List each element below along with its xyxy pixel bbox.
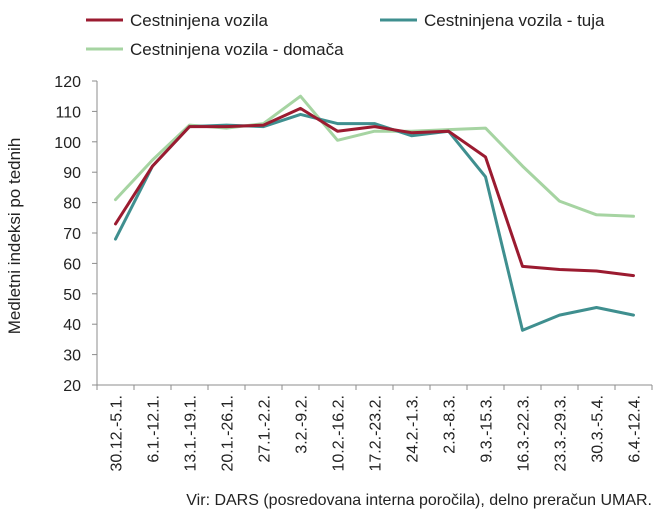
legend-label-0: Cestninjena vozila bbox=[130, 11, 269, 30]
x-tick-label: 24.2.-1.3. bbox=[405, 395, 422, 463]
x-tick-label: 27.1.-2.2. bbox=[257, 395, 274, 463]
x-tick-label: 6.4.-12.4. bbox=[627, 395, 644, 463]
series-line-1 bbox=[114, 112, 635, 332]
y-tick-label: 100 bbox=[54, 135, 81, 152]
legend: Cestninjena vozila Cestninjena vozila - t… bbox=[86, 11, 605, 59]
y-tick-label: 70 bbox=[63, 226, 81, 243]
y-tick-label: 60 bbox=[63, 256, 81, 273]
x-tick-label: 3.2.-9.2. bbox=[294, 395, 311, 454]
source-note: Vir: DARS (posredovana interna poročila)… bbox=[186, 492, 652, 509]
x-tick-label: 2.3.-8.3. bbox=[442, 395, 459, 454]
y-tick-label: 80 bbox=[63, 196, 81, 213]
series-line-2 bbox=[114, 94, 635, 218]
y-tick-label: 30 bbox=[63, 348, 81, 365]
y-axis-title: Medletni indeksi po tednih bbox=[5, 138, 24, 335]
x-tick-label: 17.2.-23.2. bbox=[368, 395, 385, 472]
y-tick-label: 120 bbox=[54, 74, 81, 91]
series-lines bbox=[114, 94, 635, 332]
x-tick-label: 23.3.-29.3. bbox=[553, 395, 570, 472]
legend-label-1: Cestninjena vozila - tuja bbox=[424, 11, 605, 30]
x-tick-label: 10.2.-16.2. bbox=[331, 395, 348, 472]
x-tick-label: 30.12.-5.1. bbox=[109, 395, 126, 472]
x-tick-label: 9.3.-15.3. bbox=[479, 395, 496, 463]
x-tick-label: 13.1.-19.1. bbox=[183, 395, 200, 472]
legend-label-2: Cestninjena vozila - domača bbox=[130, 40, 344, 59]
axes: 20 30 40 50 60 70 80 90 100 110 120 30.12.-5.1. 6.1.… bbox=[54, 74, 653, 472]
x-tick-label: 16.3.-22.3. bbox=[516, 395, 533, 472]
x-tick-label: 30.3.-5.4. bbox=[590, 395, 607, 463]
y-tick-label: 90 bbox=[63, 165, 81, 182]
y-tick-label: 40 bbox=[63, 317, 81, 334]
series-line-0 bbox=[114, 106, 635, 278]
x-tick-label: 20.1.-26.1. bbox=[220, 395, 237, 472]
y-tick-label: 110 bbox=[55, 104, 81, 121]
x-tick-label: 6.1.-12.1. bbox=[146, 395, 163, 463]
y-tick-label: 50 bbox=[63, 287, 81, 304]
y-tick-label: 20 bbox=[63, 378, 81, 395]
